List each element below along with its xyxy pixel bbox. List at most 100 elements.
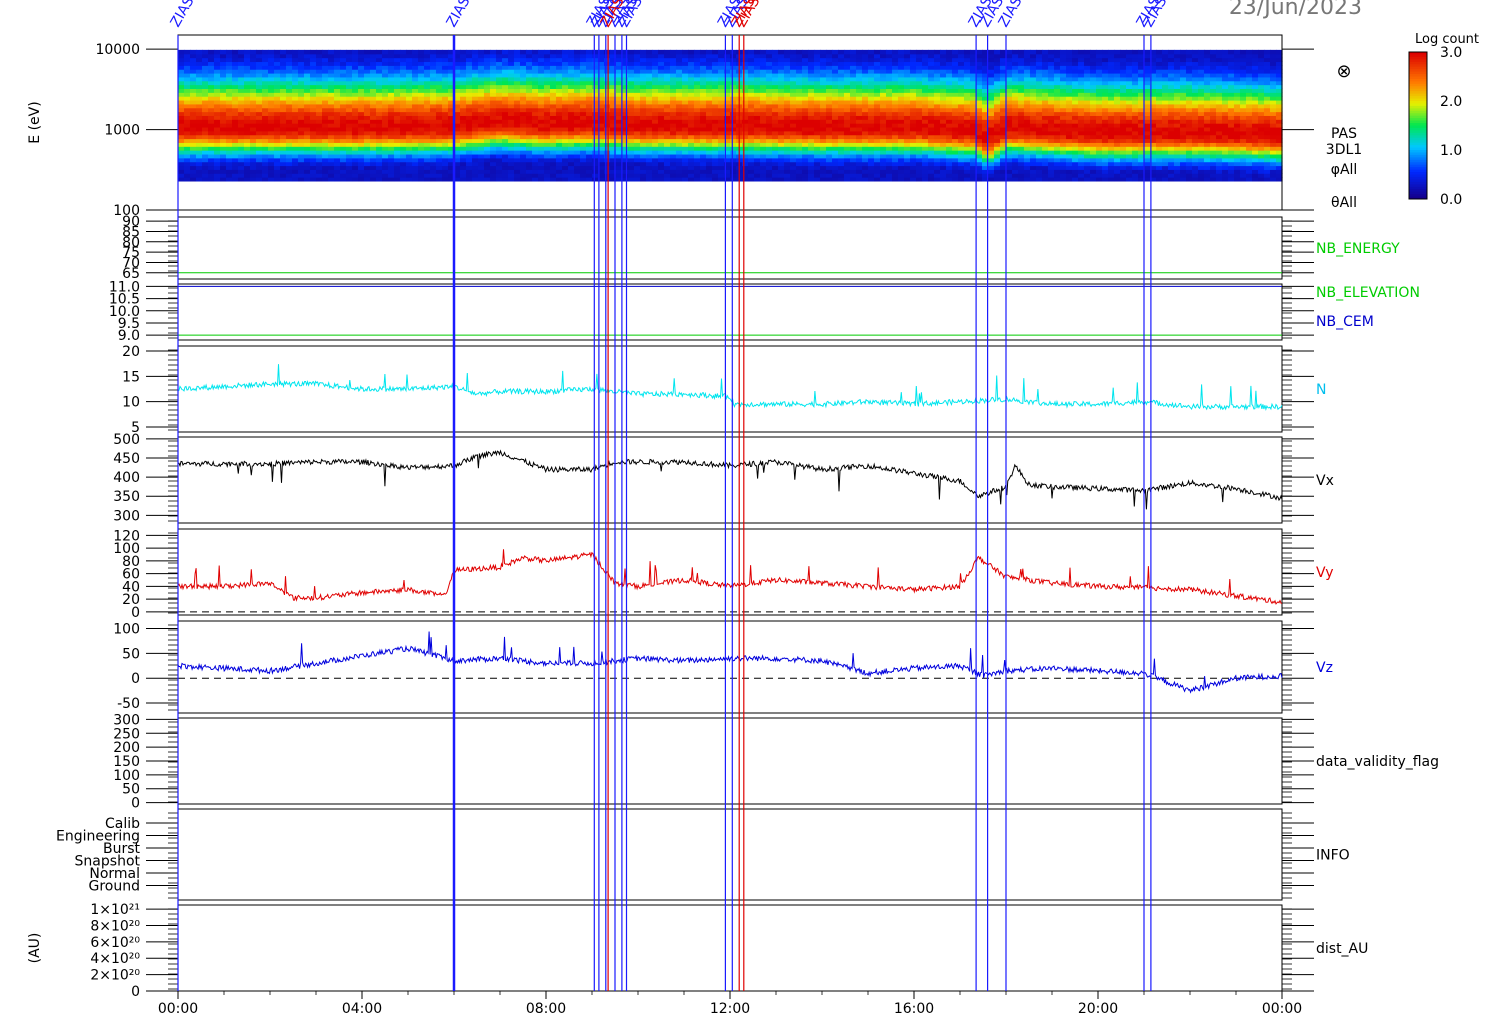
spectrogram-cell xyxy=(982,146,989,151)
spectrogram-cell xyxy=(454,111,461,116)
spectrogram-cell xyxy=(766,165,773,170)
spectrogram-cell xyxy=(724,84,731,89)
spectrogram-cell xyxy=(808,76,815,82)
spectrogram-cell xyxy=(424,161,431,167)
spectrogram-cell xyxy=(304,146,311,151)
spectrogram-cell xyxy=(358,130,365,136)
spectrogram-cell xyxy=(484,115,491,120)
spectrogram-cell xyxy=(244,88,251,93)
spectrogram-cell xyxy=(1048,146,1055,151)
spectrogram-cell xyxy=(634,88,641,93)
spectrogram-cell xyxy=(916,138,923,143)
spectrogram-cell xyxy=(562,130,569,136)
spectrogram-cell xyxy=(454,157,461,163)
spectrogram-cell xyxy=(460,88,467,93)
spectrogram-cell xyxy=(406,123,413,128)
spectrogram-cell xyxy=(694,119,701,124)
spectrogram-cell xyxy=(352,88,359,93)
spectrogram-cell xyxy=(256,99,263,105)
spectrogram-cell xyxy=(382,96,389,101)
spectrogram-cell xyxy=(754,80,761,86)
spectrogram-cell xyxy=(628,169,635,174)
spectrogram-cell xyxy=(256,111,263,116)
spectrogram-cell xyxy=(328,173,335,178)
spectrogram-cell xyxy=(472,72,479,78)
spectrogram-cell xyxy=(484,123,491,128)
spectrogram-cell xyxy=(388,53,395,59)
spectrogram-cell xyxy=(490,115,497,120)
spectrogram-cell xyxy=(754,138,761,143)
spectrogram-cell xyxy=(256,169,263,174)
spectrogram-cell xyxy=(610,161,617,167)
spectrogram-cell xyxy=(772,161,779,167)
spectrogram-cell xyxy=(1030,107,1037,113)
spectrogram-cell xyxy=(346,92,353,97)
spectrogram-cell xyxy=(700,111,707,116)
spectrogram-cell xyxy=(868,123,875,128)
spectrogram-cell xyxy=(442,130,449,136)
spectrogram-cell xyxy=(268,92,275,97)
spectrogram-cell xyxy=(862,126,869,132)
spectrogram-cell xyxy=(844,57,851,63)
spectrogram-cell xyxy=(472,126,479,132)
spectrogram-cell xyxy=(922,111,929,116)
spectrogram-cell xyxy=(274,57,281,63)
spectrogram-cell xyxy=(820,169,827,174)
spectrogram-cell xyxy=(376,142,383,147)
spectrogram-cell xyxy=(238,119,245,124)
spectrogram-cell xyxy=(652,65,659,70)
spectrogram-cell xyxy=(574,99,581,105)
spectrogram-cell xyxy=(562,119,569,124)
spectrogram-cell xyxy=(622,123,629,128)
spectrogram-cell xyxy=(832,61,839,66)
spectrogram-cell xyxy=(502,123,509,128)
spectrogram-cell xyxy=(634,119,641,124)
spectrogram-cell xyxy=(1048,169,1055,174)
spectrogram-cell xyxy=(1048,119,1055,124)
spectrogram-cell xyxy=(976,115,983,120)
spectrogram-cell xyxy=(454,134,461,140)
spectrogram-cell xyxy=(874,76,881,82)
spectrogram-cell xyxy=(952,53,959,59)
spectrogram-cell xyxy=(574,80,581,86)
spectrogram-cell xyxy=(844,119,851,124)
spectrogram-cell xyxy=(898,88,905,93)
spectrogram-cell xyxy=(400,157,407,163)
spectrogram-cell xyxy=(808,61,815,66)
spectrogram-cell xyxy=(706,146,713,151)
spectrogram-cell xyxy=(196,165,203,170)
spectrogram-cell xyxy=(904,72,911,78)
spectrogram-cell xyxy=(772,96,779,101)
spectrogram-cell xyxy=(874,103,881,109)
spectrogram-cell xyxy=(280,173,287,178)
spectrogram-cell xyxy=(1000,107,1007,113)
spectrogram-cell xyxy=(868,142,875,147)
spectrogram-cell xyxy=(190,150,197,155)
spectrogram-cell xyxy=(1000,138,1007,143)
spectrogram-cell xyxy=(970,65,977,70)
spectrogram-cell xyxy=(766,177,773,182)
spectrogram-cell xyxy=(676,173,683,178)
spectrogram-cell xyxy=(442,84,449,89)
spectrogram-cell xyxy=(928,61,935,66)
spectrogram-cell xyxy=(640,177,647,182)
spectrogram-cell xyxy=(640,107,647,113)
spectrogram-cell xyxy=(484,138,491,143)
spectrogram-cell xyxy=(874,165,881,170)
spectrogram-cell xyxy=(196,126,203,132)
spectrogram-cell xyxy=(952,115,959,120)
spectrogram-cell xyxy=(766,65,773,70)
spectrogram-cell xyxy=(892,173,899,178)
spectrogram-cell xyxy=(598,161,605,167)
spectrogram-cell xyxy=(916,146,923,151)
spectrogram-cell xyxy=(730,69,737,74)
spectrogram-cell xyxy=(604,49,611,55)
spectrogram-cell xyxy=(550,153,557,159)
spectrogram-cell xyxy=(940,169,947,174)
spectrogram-cell xyxy=(430,99,437,105)
spectrogram-cell xyxy=(556,157,563,163)
spectrogram-cell xyxy=(640,72,647,78)
spectrogram-cell xyxy=(1024,142,1031,147)
spectrogram-cell xyxy=(238,103,245,109)
spectrogram-cell xyxy=(448,126,455,132)
